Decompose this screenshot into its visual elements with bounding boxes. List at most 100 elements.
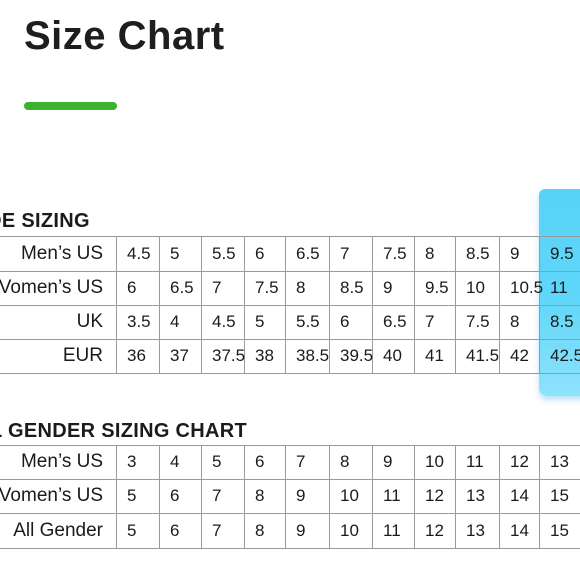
table-cell: 8.5 (340, 278, 364, 297)
table-column-rule (159, 236, 160, 373)
table-cell: 9 (296, 486, 306, 505)
table-column-rule (244, 236, 245, 373)
table-column-rule (116, 445, 117, 548)
table-cell: 6.5 (170, 278, 194, 297)
table-column-rule (455, 236, 456, 373)
table-cell: 36 (127, 346, 146, 365)
table-cell: 5 (170, 243, 180, 263)
table-rule (0, 513, 580, 514)
table-cell: 41 (425, 346, 444, 365)
table-cell: 6 (340, 312, 350, 331)
table-cell: 7.5 (383, 243, 407, 263)
table-cell: 12 (425, 520, 444, 540)
table-rule (0, 236, 580, 237)
table-cell: 41.5 (466, 346, 500, 365)
table-cell: 8 (296, 278, 306, 297)
table-cell: 9 (510, 243, 520, 263)
row-label: Vomen’s US (0, 485, 103, 506)
table-rule (0, 271, 580, 272)
table-cell: 8.5 (466, 243, 490, 263)
title-accent-bar (24, 102, 117, 110)
table-cell: 13 (466, 520, 485, 540)
table-rule (0, 479, 580, 480)
row-label: Men’s US (20, 451, 103, 472)
table-cell: 6 (255, 452, 265, 471)
table-cell: 7 (425, 312, 435, 331)
table-cell: 9 (383, 452, 393, 471)
table-cell: 5 (212, 452, 222, 471)
table-cell: 40 (383, 346, 402, 365)
table-cell: 42.5 (550, 346, 580, 365)
all-gender-sizing-heading: L GENDER SIZING CHART (0, 420, 248, 442)
table-cell: 7 (212, 278, 222, 297)
table-cell: 13 (550, 452, 569, 471)
table-column-rule (329, 236, 330, 373)
table-column-rule (285, 445, 286, 548)
table-cell: 15 (550, 520, 569, 540)
table-cell: 6 (170, 520, 180, 540)
table-cell: 11 (466, 452, 484, 471)
table-rule (0, 305, 580, 306)
table-cell: 9.5 (550, 243, 574, 263)
table-cell: 14 (510, 486, 529, 505)
table-cell: 10 (466, 278, 485, 297)
table-cell: 8 (255, 520, 265, 540)
table-cell: 3.5 (127, 312, 151, 331)
table-cell: 11 (550, 278, 568, 297)
table-column-rule (499, 445, 500, 548)
table-column-rule (201, 445, 202, 548)
table-cell: 7 (296, 452, 306, 471)
table-cell: 14 (510, 520, 529, 540)
table-cell: 4 (170, 312, 180, 331)
table-column-rule (159, 445, 160, 548)
table-cell: 8 (255, 486, 265, 505)
table-column-rule (414, 445, 415, 548)
table-cell: 8.5 (550, 312, 574, 331)
table-rule (0, 548, 580, 549)
table-cell: 15 (550, 486, 569, 505)
table-column-rule (455, 445, 456, 548)
table-cell: 3 (127, 452, 137, 471)
table-column-rule (329, 445, 330, 548)
table-cell: 37 (170, 346, 189, 365)
table-cell: 12 (425, 486, 444, 505)
row-label: Men’s US (20, 242, 103, 264)
table-cell: 10 (340, 520, 359, 540)
page-title: Size Chart (24, 14, 225, 58)
row-label: EUR (62, 345, 103, 366)
table-column-rule (201, 236, 202, 373)
table-cell: 4.5 (127, 243, 151, 263)
table-cell: 8 (510, 312, 520, 331)
table-column-rule (539, 445, 540, 548)
table-cell: 38.5 (296, 346, 330, 365)
table-cell: 10 (425, 452, 444, 471)
table-cell: 9.5 (425, 278, 449, 297)
table-cell: 6.5 (383, 312, 407, 331)
table-rule (0, 445, 580, 446)
table-column-rule (372, 236, 373, 373)
table-cell: 8 (425, 243, 435, 263)
row-label: UK (76, 311, 103, 332)
table-cell: 7.5 (466, 312, 490, 331)
table-column-rule (499, 236, 500, 373)
table-cell: 7 (212, 520, 222, 540)
table-cell: 7.5 (255, 278, 279, 297)
table-rule (0, 373, 580, 374)
table-cell: 7 (340, 243, 350, 263)
column-highlight (539, 189, 580, 396)
table-cell: 6 (170, 486, 180, 505)
row-label: All Gender (13, 519, 103, 541)
table-cell: 4 (170, 452, 180, 471)
table-cell: 38 (255, 346, 274, 365)
table-cell: 5.5 (212, 243, 236, 263)
table-cell: 10.5 (510, 278, 544, 297)
table-cell: 5 (127, 520, 137, 540)
table-cell: 10 (340, 486, 359, 505)
table-cell: 7 (212, 486, 222, 505)
table-cell: 13 (466, 486, 485, 505)
table-cell: 11 (383, 486, 401, 505)
table-column-rule (244, 445, 245, 548)
table-cell: 6 (255, 243, 265, 263)
table-column-rule (414, 236, 415, 373)
